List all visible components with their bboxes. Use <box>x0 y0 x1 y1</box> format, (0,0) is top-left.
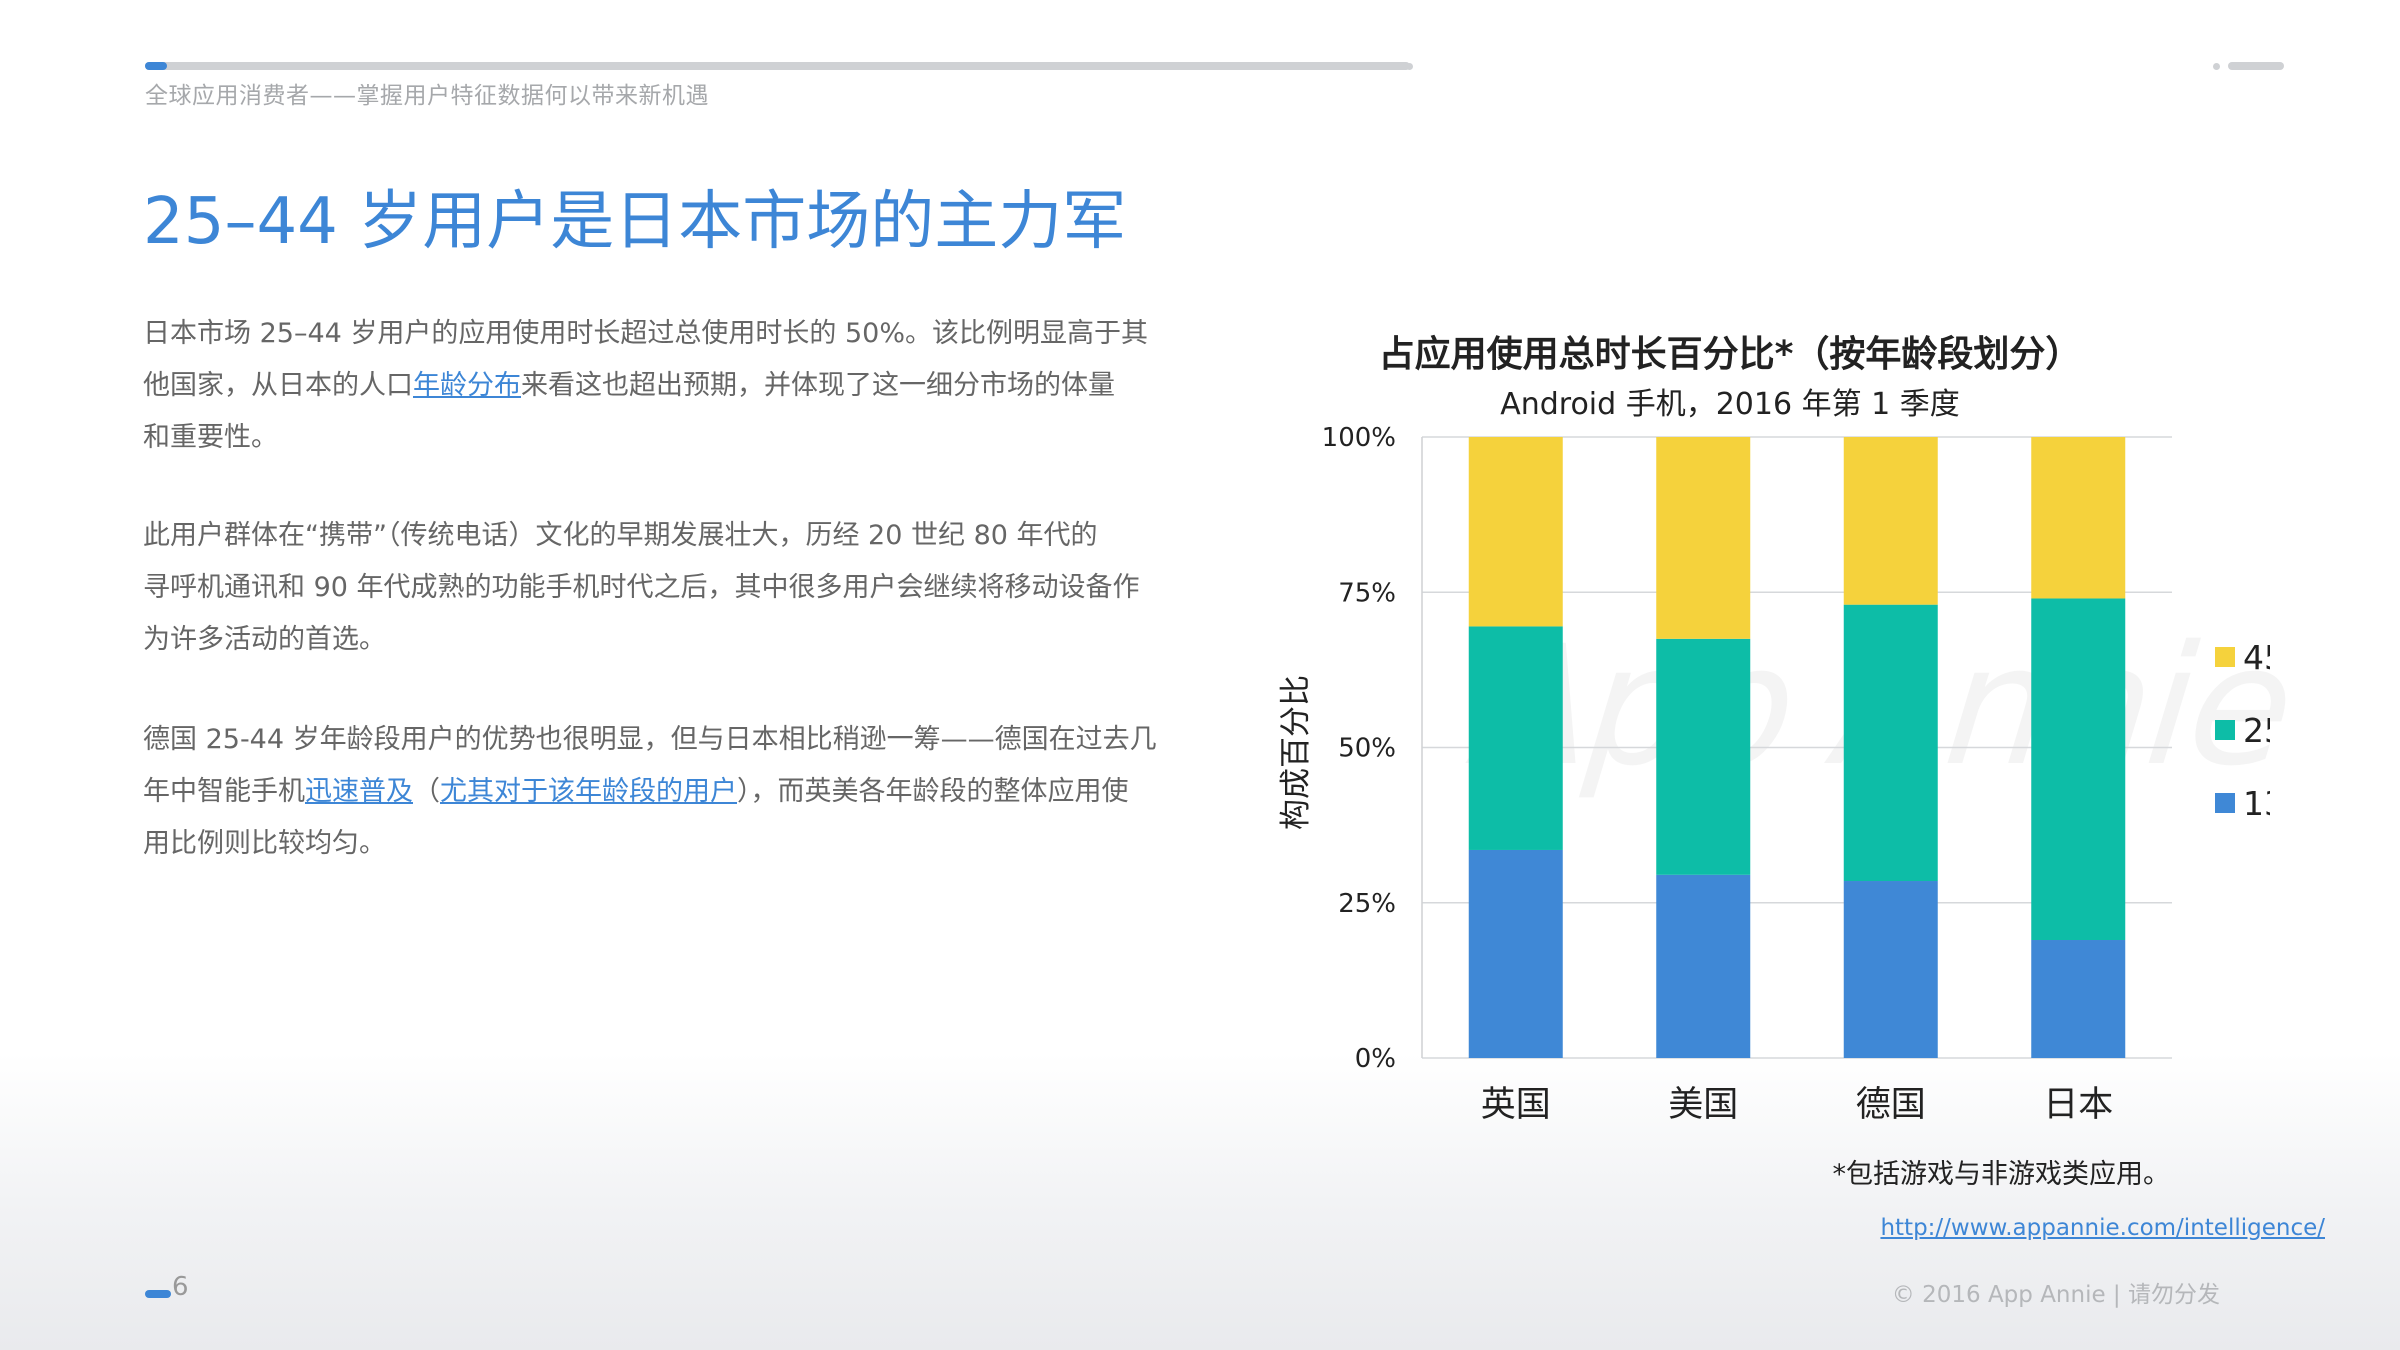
text: ），而英美各年龄段的整体应用使 <box>737 776 1129 807</box>
paragraph-line: 他国家，从日本的人口年龄分布来看这也超出预期，并体现了这一细分市场的体量 <box>143 360 1223 412</box>
x-tick-label: 美国 <box>1668 1085 1738 1125</box>
page-marker <box>145 1290 171 1298</box>
text: 他国家，从日本的人口 <box>143 370 413 401</box>
progress-end-dot <box>1406 63 1413 70</box>
bar-segment <box>1843 604 1938 882</box>
text: 来看这也超出预期，并体现了这一细分市场的体量 <box>521 370 1115 401</box>
legend-swatch <box>2215 720 2235 740</box>
x-tick-label: 德国 <box>1856 1085 1926 1125</box>
page-number: 6 <box>172 1272 189 1302</box>
paragraph-line: 和重要性。 <box>143 422 278 453</box>
page-title: 25–44 岁用户是日本市场的主力军 <box>143 185 1127 259</box>
y-axis-label: 构成百分比 <box>1278 675 1314 830</box>
paragraph-line: 为许多活动的首选。 <box>143 624 386 655</box>
text: （ <box>413 776 440 807</box>
bar-segment <box>1843 437 1938 605</box>
x-tick-label: 英国 <box>1481 1085 1551 1125</box>
paragraph-2: 此用户群体在“携带”（传统电话）文化的早期发展壮大，历经 20 世纪 80 年代… <box>143 510 1223 666</box>
bar-segment <box>2031 598 2126 941</box>
x-tick-label: 日本 <box>2043 1085 2113 1125</box>
breadcrumb: 全球应用消费者——掌握用户特征数据何以带来新机遇 <box>145 83 709 109</box>
paragraph-3: 德国 25-44 岁年龄段用户的优势也很明显，但与日本相比稍逊一筹——德国在过去… <box>143 714 1223 870</box>
y-tick-label: 0% <box>1355 1044 1396 1074</box>
bar-segment <box>1468 626 1563 850</box>
legend-label: 25–44 <box>2243 711 2270 750</box>
bar-segment <box>1656 437 1751 639</box>
progress-fill <box>145 62 167 70</box>
top-right-dot <box>2213 63 2220 70</box>
bar-segment <box>1843 881 1938 1058</box>
copyright: © 2016 App Annie | 请勿分发 <box>1891 1282 2220 1308</box>
paragraph-line: 用比例则比较均匀。 <box>143 828 386 859</box>
age-group-users-link[interactable]: 尤其对于该年龄段的用户 <box>440 776 737 807</box>
chart-subtitle: Android 手机，2016 年第 1 季度 <box>1500 387 1960 422</box>
y-tick-label: 100% <box>1322 423 1396 453</box>
bar-segment <box>1656 874 1751 1058</box>
paragraph-line: 寻呼机通讯和 90 年代成熟的功能手机时代之后，其中很多用户会继续将移动设备作 <box>143 572 1140 603</box>
bar-segment <box>1468 437 1563 627</box>
y-tick-label: 75% <box>1338 578 1396 608</box>
source-link[interactable]: http://www.appannie.com/intelligence/ <box>1880 1215 2325 1241</box>
top-right-bar <box>2228 62 2284 70</box>
paragraph-line: 德国 25-44 岁年龄段用户的优势也很明显，但与日本相比稍逊一筹——德国在过去… <box>143 724 1157 755</box>
paragraph-line: 年中智能手机迅速普及（尤其对于该年龄段的用户），而英美各年龄段的整体应用使 <box>143 766 1223 818</box>
footnote: *包括游戏与非游戏类应用。 <box>1832 1159 2171 1190</box>
age-distribution-link[interactable]: 年龄分布 <box>413 370 521 401</box>
bar-segment <box>1468 849 1563 1058</box>
chart-title: 占应用使用总时长百分比*（按年龄段划分） <box>1378 334 2082 375</box>
legend-swatch <box>2215 793 2235 813</box>
legend-label: 13–24 <box>2243 784 2270 823</box>
y-tick-label: 50% <box>1338 734 1396 764</box>
y-tick-label: 25% <box>1338 889 1396 919</box>
paragraph-line: 此用户群体在“携带”（传统电话）文化的早期发展壮大，历经 20 世纪 80 年代… <box>143 520 1098 551</box>
bar-segment <box>2031 437 2126 599</box>
bar-segment <box>1656 638 1751 875</box>
bar-segment <box>2031 940 2126 1058</box>
legend-label: 45+ <box>2243 638 2270 677</box>
paragraph-line: 日本市场 25–44 岁用户的应用使用时长超过总使用时长的 50%。该比例明显高… <box>143 318 1148 349</box>
rapid-adoption-link[interactable]: 迅速普及 <box>305 776 413 807</box>
progress-track <box>145 62 1410 70</box>
paragraph-1: 日本市场 25–44 岁用户的应用使用时长超过总使用时长的 50%。该比例明显高… <box>143 308 1223 464</box>
legend-swatch <box>2215 647 2235 667</box>
text: 年中智能手机 <box>143 776 305 807</box>
